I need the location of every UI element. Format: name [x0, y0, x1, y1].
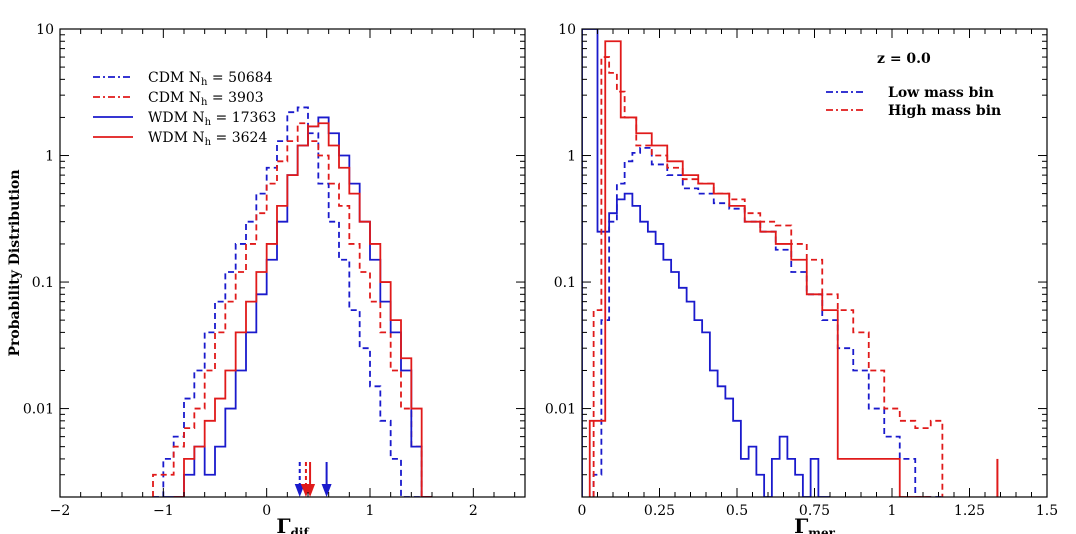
- x-tick-label: −2: [50, 503, 71, 519]
- y-tick-label: 1: [45, 149, 54, 165]
- x-tick-label: −1: [153, 503, 174, 519]
- x-tick-label: 1: [888, 503, 897, 519]
- x-tick-label: 1.25: [954, 503, 985, 519]
- panel-gamma-dif: −2 −1 0 1 2 0.01 0.1 1 10 Γdif Probability Distrib…: [7, 22, 526, 534]
- x-tick-label: 0: [578, 503, 587, 519]
- legend-label: WDM Nh = 3624: [148, 130, 267, 148]
- legend-label: WDM Nh = 17363: [148, 110, 276, 128]
- series-blue-dashed-line: [592, 146, 943, 497]
- legend-label: High mass bin: [888, 103, 1001, 119]
- y-tick-label: 0.01: [545, 402, 576, 418]
- x-tick-label: 2: [469, 503, 478, 519]
- legend: z = 0.0 Low mass bin High mass bin: [826, 51, 1001, 119]
- series-red-dashed-line: [592, 56, 944, 497]
- series-group: [152, 106, 432, 497]
- y-tick-label: 10: [558, 22, 576, 38]
- panel-gamma-mer: 0 0.25 0.5 0.75 1 1.25 1.5 0.01 0.1 1 10 Γmer z = 0.…: [545, 22, 1058, 534]
- arrow-marker: [305, 462, 316, 497]
- x-tick-label: 0.75: [799, 503, 830, 519]
- y-tick-label: 0.1: [554, 275, 576, 291]
- plot-frame: [59, 28, 526, 498]
- legend-label: CDM Nh = 50684: [148, 70, 273, 88]
- x-axis-label: Γmer: [794, 514, 836, 534]
- y-axis-label: Probability Distribution: [7, 169, 23, 356]
- legend-label: CDM Nh = 3903: [148, 90, 264, 108]
- ticks: [581, 28, 1048, 498]
- y-tick-label: 10: [36, 22, 54, 38]
- y-tick-label: 0.01: [23, 402, 54, 418]
- arrow-marker: [321, 462, 332, 497]
- series-red-dashed-line: [152, 122, 432, 497]
- y-tick-label: 0.1: [32, 275, 54, 291]
- ticks: [59, 28, 525, 498]
- x-tick-label: 0.25: [644, 503, 675, 519]
- x-tick-label: 1.5: [1036, 503, 1058, 519]
- legend-label: Low mass bin: [888, 85, 994, 101]
- legend-title: z = 0.0: [877, 51, 931, 67]
- x-tick-label: 0: [262, 503, 271, 519]
- arrow-marker: [294, 462, 305, 497]
- series-group: [582, 29, 999, 497]
- x-tick-label: 0.5: [726, 503, 748, 519]
- series-red-solid-line: [588, 40, 931, 497]
- x-tick-label: 1: [366, 503, 375, 519]
- series-red-solid-line: [173, 122, 432, 497]
- legend: CDM Nh = 50684 CDM Nh = 3903 WDM Nh = 1736…: [93, 70, 276, 148]
- x-axis-label: Γdif: [276, 514, 309, 534]
- series-blue-solid-line: [582, 29, 830, 497]
- y-tick-label: 1: [567, 149, 576, 165]
